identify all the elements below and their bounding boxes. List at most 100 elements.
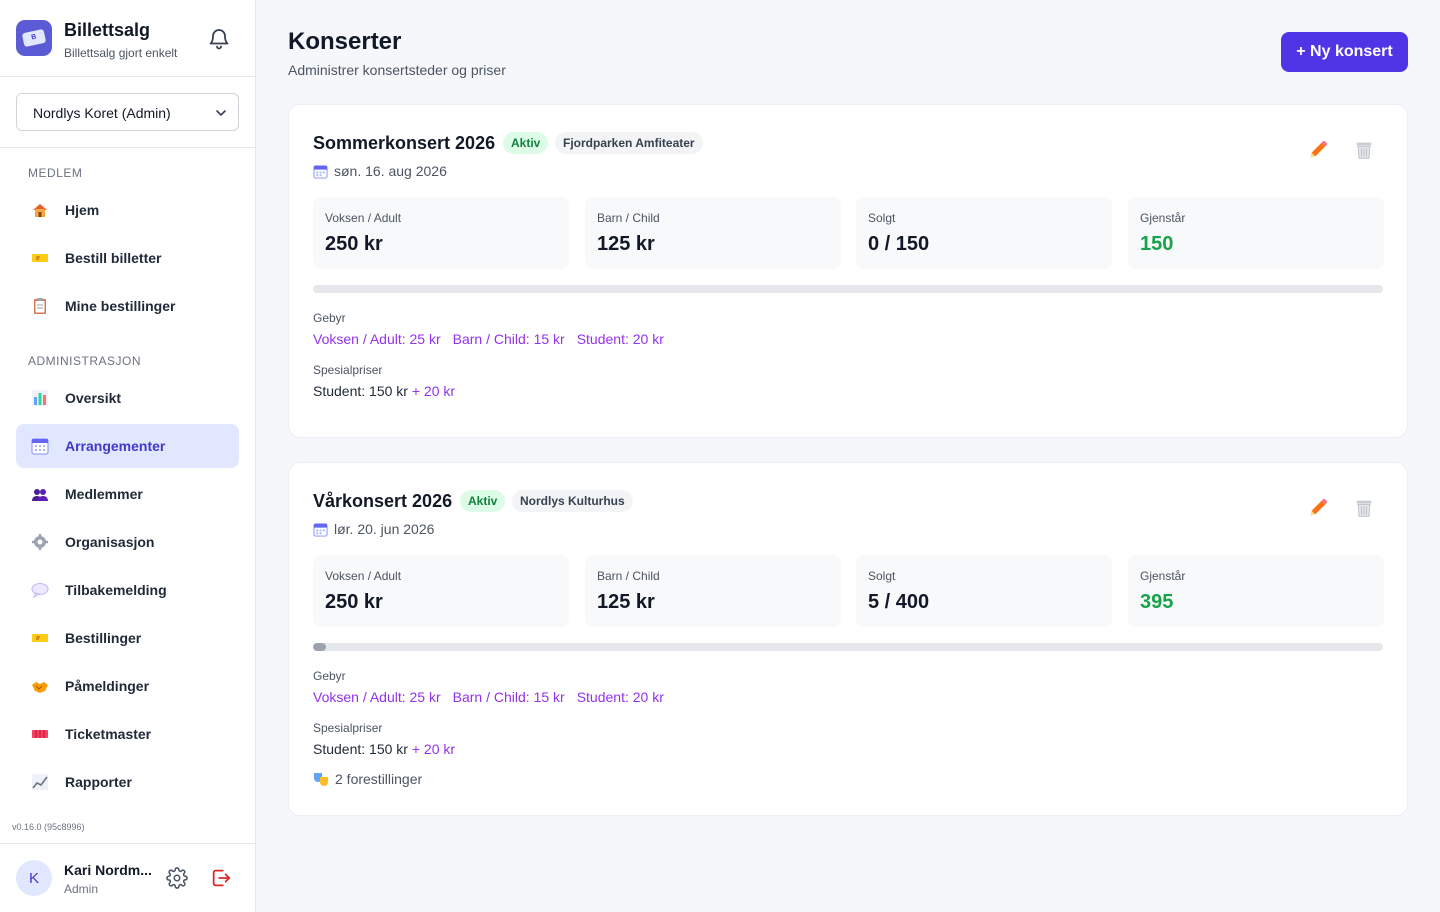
concert-date-text: søn. 16. aug 2026 (334, 163, 447, 179)
fee-item: Barn / Child: 15 kr (452, 331, 565, 347)
brand-header: B Billettsalg Billettsalg gjort enkelt (0, 0, 255, 77)
stat-value: 125 kr (597, 233, 655, 255)
organization-select[interactable]: Nordlys Koret (Admin) (16, 93, 239, 131)
calendar-icon (313, 164, 328, 179)
sidebar-item-mine-bestillinger[interactable]: Mine bestillinger (16, 284, 239, 328)
people-icon (30, 484, 50, 504)
stat-remaining: Gjenstår 150 (1128, 197, 1384, 269)
divider (0, 843, 255, 844)
calendar-icon (30, 436, 50, 456)
divider (0, 147, 255, 148)
trash-icon[interactable] (1353, 139, 1375, 161)
app-version: v0.16.0 (95c8996) (12, 822, 85, 832)
performances-info: 2 forestillinger (313, 771, 422, 787)
edit-pencil-icon[interactable] (1307, 139, 1329, 161)
stat-sold: Solgt 0 / 150 (856, 197, 1112, 269)
sidebar-item-label: Hjem (65, 202, 100, 218)
sidebar-item-label: Påmeldinger (65, 678, 150, 694)
sidebar-item-bestillinger[interactable]: Bestillinger (16, 616, 239, 660)
performances-count: 2 forestillinger (335, 771, 423, 787)
stat-label: Voksen / Adult (325, 569, 402, 583)
sidebar-item-tilbakemelding[interactable]: Tilbakemelding (16, 568, 239, 612)
special-price: Student: 150 kr + 20 kr (313, 383, 455, 399)
app-logo: B (16, 20, 52, 56)
concert-title: Sommerkonsert 2026 (313, 133, 496, 153)
ticket-icon (30, 248, 50, 268)
stat-value: 395 (1140, 591, 1174, 613)
ticket-icon (30, 628, 50, 648)
sidebar-item-label: Mine bestillinger (65, 298, 176, 314)
stat-label: Barn / Child (597, 569, 660, 583)
fee-list: Voksen / Adult: 25 kr Barn / Child: 15 k… (313, 689, 664, 705)
sidebar-item-ticketmaster[interactable]: Ticketmaster (16, 712, 239, 756)
sidebar-item-organisasjon[interactable]: Organisasjon (16, 520, 239, 564)
status-badge: Aktiv (460, 490, 506, 512)
speech-bubble-icon (30, 580, 50, 600)
fee-item: Voksen / Adult: 25 kr (313, 689, 441, 705)
section-label-medlem: MEDLEM (28, 166, 83, 180)
special-price: Student: 150 kr + 20 kr (313, 741, 455, 757)
trash-icon[interactable] (1353, 497, 1375, 519)
gear-icon (30, 532, 50, 552)
sidebar-item-hjem[interactable]: Hjem (16, 188, 239, 232)
stat-label: Voksen / Adult (325, 211, 402, 225)
settings-gear-icon[interactable] (166, 867, 188, 889)
app-title: Billettsalg (64, 20, 151, 40)
stat-label: Solgt (868, 211, 896, 225)
new-concert-button[interactable]: + Ny konsert (1281, 32, 1408, 72)
sidebar-item-rapporter[interactable]: Rapporter (16, 760, 239, 804)
venue-badge: Nordlys Kulturhus (512, 490, 633, 512)
special-price-label: Spesialpriser (313, 363, 383, 377)
sidebar-item-label: Tilbakemelding (65, 582, 167, 598)
house-icon (30, 200, 50, 220)
status-badge: Aktiv (503, 132, 549, 154)
stat-child-price: Barn / Child 125 kr (585, 555, 841, 627)
page-title: Konserter (288, 28, 402, 55)
sidebar-item-label: Ticketmaster (65, 726, 152, 742)
sidebar-item-label: Organisasjon (65, 534, 155, 550)
fee-item: Student: 20 kr (576, 331, 664, 347)
sidebar-item-arrangementer[interactable]: Arrangementer (16, 424, 239, 468)
stat-value: 250 kr (325, 591, 383, 613)
concert-card: Sommerkonsert 2026 Aktiv Fjordparken Amf… (288, 104, 1408, 438)
sidebar-item-medlemmer[interactable]: Medlemmer (16, 472, 239, 516)
sidebar-item-oversikt[interactable]: Oversikt (16, 376, 239, 420)
fee-list: Voksen / Adult: 25 kr Barn / Child: 15 k… (313, 331, 664, 347)
sales-progress-bar (313, 285, 1383, 293)
stat-value: 0 / 150 (868, 233, 930, 255)
avatar[interactable]: K (16, 860, 52, 896)
stat-adult-price: Voksen / Adult 250 kr (313, 197, 569, 269)
special-price-fee: + 20 kr (411, 383, 456, 399)
sidebar-item-label: Oversikt (65, 390, 122, 406)
concert-date-text: lør. 20. jun 2026 (334, 521, 435, 537)
app-subtitle: Billettsalg gjort enkelt (64, 46, 178, 60)
chevron-down-icon (216, 110, 226, 117)
sidebar-item-pameldinger[interactable]: Påmeldinger (16, 664, 239, 708)
bell-icon[interactable] (207, 27, 231, 51)
stat-value: 250 kr (325, 233, 383, 255)
stat-label: Gjenstår (1140, 211, 1186, 225)
ticket-stub-icon (30, 724, 50, 744)
concert-date: lør. 20. jun 2026 (313, 521, 434, 537)
page-subtitle: Administrer konsertsteder og priser (288, 62, 506, 78)
stat-sold: Solgt 5 / 400 (856, 555, 1112, 627)
venue-badge: Fjordparken Amfiteater (555, 132, 703, 154)
sidebar-item-label: Medlemmer (65, 486, 143, 502)
special-price-value: Student: 150 kr (313, 383, 408, 399)
theater-masks-icon (314, 773, 328, 786)
clipboard-icon (30, 296, 50, 316)
sidebar-item-label: Bestill billetter (65, 250, 162, 266)
sidebar: B Billettsalg Billettsalg gjort enkelt N… (0, 0, 256, 912)
sidebar-item-bestill-billetter[interactable]: Bestill billetter (16, 236, 239, 280)
fee-label: Gebyr (313, 669, 346, 683)
logout-icon[interactable] (210, 867, 232, 889)
user-name: Kari Nordm... (64, 862, 152, 878)
fee-item: Voksen / Adult: 25 kr (313, 331, 441, 347)
stat-label: Gjenstår (1140, 569, 1186, 583)
concert-card: Vårkonsert 2026 Aktiv Nordlys Kulturhus … (288, 462, 1408, 816)
organization-select-value: Nordlys Koret (Admin) (33, 105, 171, 121)
special-price-fee: + 20 kr (411, 741, 456, 757)
stat-label: Barn / Child (597, 211, 660, 225)
sales-progress-bar (313, 643, 1383, 651)
edit-pencil-icon[interactable] (1307, 497, 1329, 519)
